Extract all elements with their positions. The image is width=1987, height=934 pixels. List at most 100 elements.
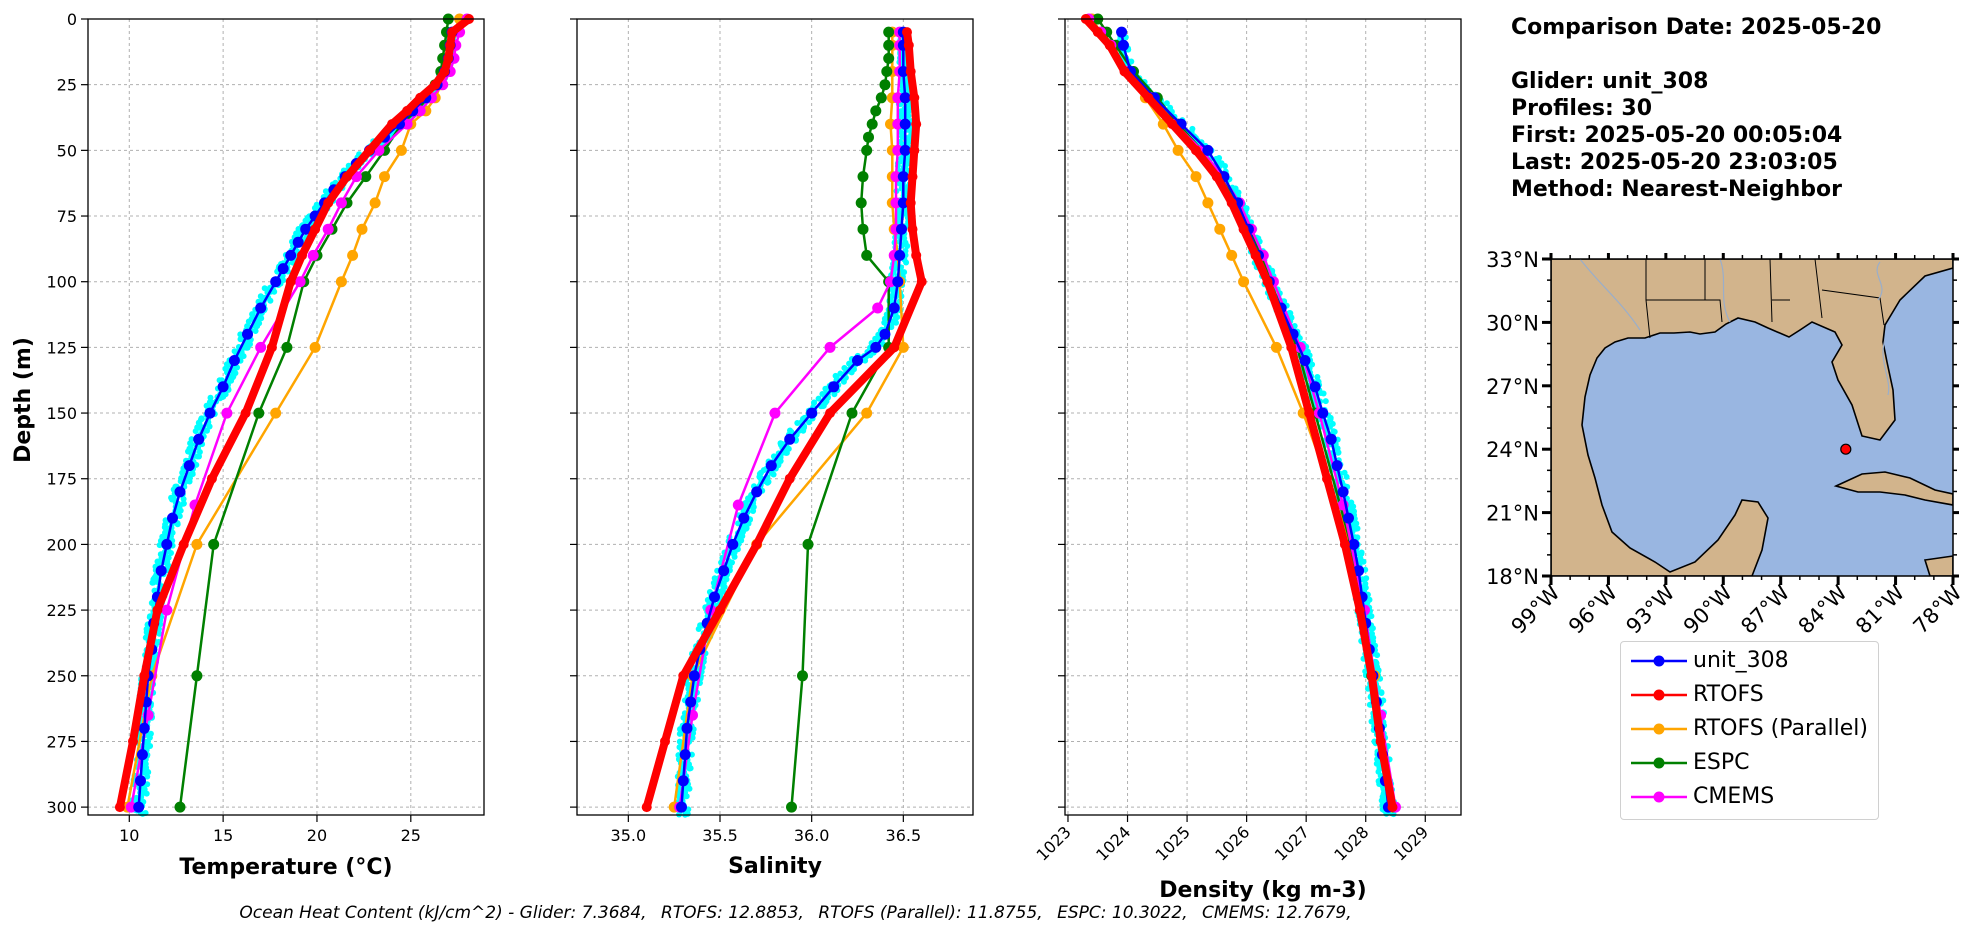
glider-profile-point [1367,626,1374,632]
glider-profile-point [1163,100,1170,107]
series-point [294,276,306,288]
series-point [866,118,878,130]
y-tick-label: 250 [46,667,77,686]
series-point [1116,26,1128,38]
series-point [897,66,909,77]
series-point [879,79,891,91]
glider-profile-cloud [129,28,458,817]
glider-profile-point [144,781,151,788]
glider-profile-point [820,402,827,409]
x-tick-label: 1024 [1092,822,1134,864]
series-point [242,328,253,340]
glider-location-marker [1840,443,1852,455]
series-point [204,407,216,419]
series-point [347,249,359,261]
method: Method: Nearest-Neighbor [1511,177,1842,202]
glider-profile-point [144,773,151,780]
glider-profile-point [249,311,256,318]
legend-label: RTOFS (Parallel) [1693,716,1868,741]
temperature-panel: 10 15 20 2502550751001251501752002252502753… [46,10,485,880]
map-lat-label: 21°N [1486,502,1539,526]
series-point [439,66,450,77]
glider-profile-point [168,550,174,556]
glider-profile-point [811,399,817,406]
series-point [909,92,920,103]
series-point [1250,250,1261,261]
series-point [881,66,893,77]
series-point [897,171,909,183]
glider-profile-point [683,793,690,800]
glider-profile-point [806,419,812,426]
series-point [909,145,920,156]
series-point [310,224,321,235]
series-point [863,131,874,143]
series-point [1348,538,1360,550]
series-point [360,171,372,183]
series-point [1375,736,1386,747]
legend-entry: CMEMS [1621,780,1878,814]
series-point [1304,408,1315,419]
series-point [174,486,186,498]
info-block: Comparison Date: 2025-05-20 Glider: unit… [1511,14,1881,203]
x-tick-label: 1026 [1211,822,1253,864]
glider-profile-point [143,629,150,636]
series-point [677,775,689,787]
legend-entry: unit_308 [1621,644,1878,678]
series-point [1238,276,1250,288]
series-point [903,40,914,51]
glider-profile-point [267,297,274,304]
series-point [255,302,267,314]
series-point [401,118,413,130]
glider-profile-point [721,584,728,590]
series-point [369,197,381,209]
legend-label: unit_308 [1693,648,1789,673]
series-point [889,342,900,353]
series-rtofs [1080,14,1398,813]
series-point [139,670,150,681]
ohc-rtofs-parallel: RTOFS (Parallel): 11.8755, [818,903,1043,923]
series-point [641,802,652,813]
map-lat-label: 30°N [1486,311,1539,335]
series-point [152,605,163,616]
series-point [1119,66,1130,77]
series-point [738,512,750,524]
x-tick-label: 1025 [1152,822,1194,864]
glider-profile-point [150,579,157,586]
series-point [191,538,203,550]
glider-profile-point [685,785,692,792]
series-point [907,171,918,182]
glider-profile-point [904,158,911,165]
glider-profile-point [252,328,259,334]
x-axis-label: Temperature (°C) [179,855,392,880]
glider-profile-point [756,473,763,480]
glider-profile-point [168,494,175,501]
series-point [161,538,173,550]
y-tick-label: 300 [46,798,77,817]
series-point [709,591,720,603]
series-point [240,408,251,419]
series-point [1117,39,1129,51]
series-point [292,236,304,248]
series-point [894,249,906,261]
glider-profile-point [196,453,202,460]
series-point [266,342,277,353]
series-rtofs [641,27,927,813]
glider-profile-point [220,393,227,400]
y-tick-label: 0 [67,10,77,29]
series-point [751,539,762,550]
series-point [916,276,927,287]
series-point [1309,381,1321,393]
glider-profile-point [240,353,247,360]
glider-profile-point [831,391,838,398]
series-point [221,407,233,419]
x-tick-label: 35.0 [611,826,647,845]
series-point [786,801,797,813]
series-point [445,40,456,51]
plot-frame [87,18,485,816]
glider-profile-point [1363,575,1370,582]
series-point [1322,473,1332,484]
glider-profile-point [743,525,750,532]
glider-profile-point [750,508,757,514]
legend-entry: RTOFS (Parallel) [1621,712,1878,746]
glider-profile-point [1372,659,1379,665]
